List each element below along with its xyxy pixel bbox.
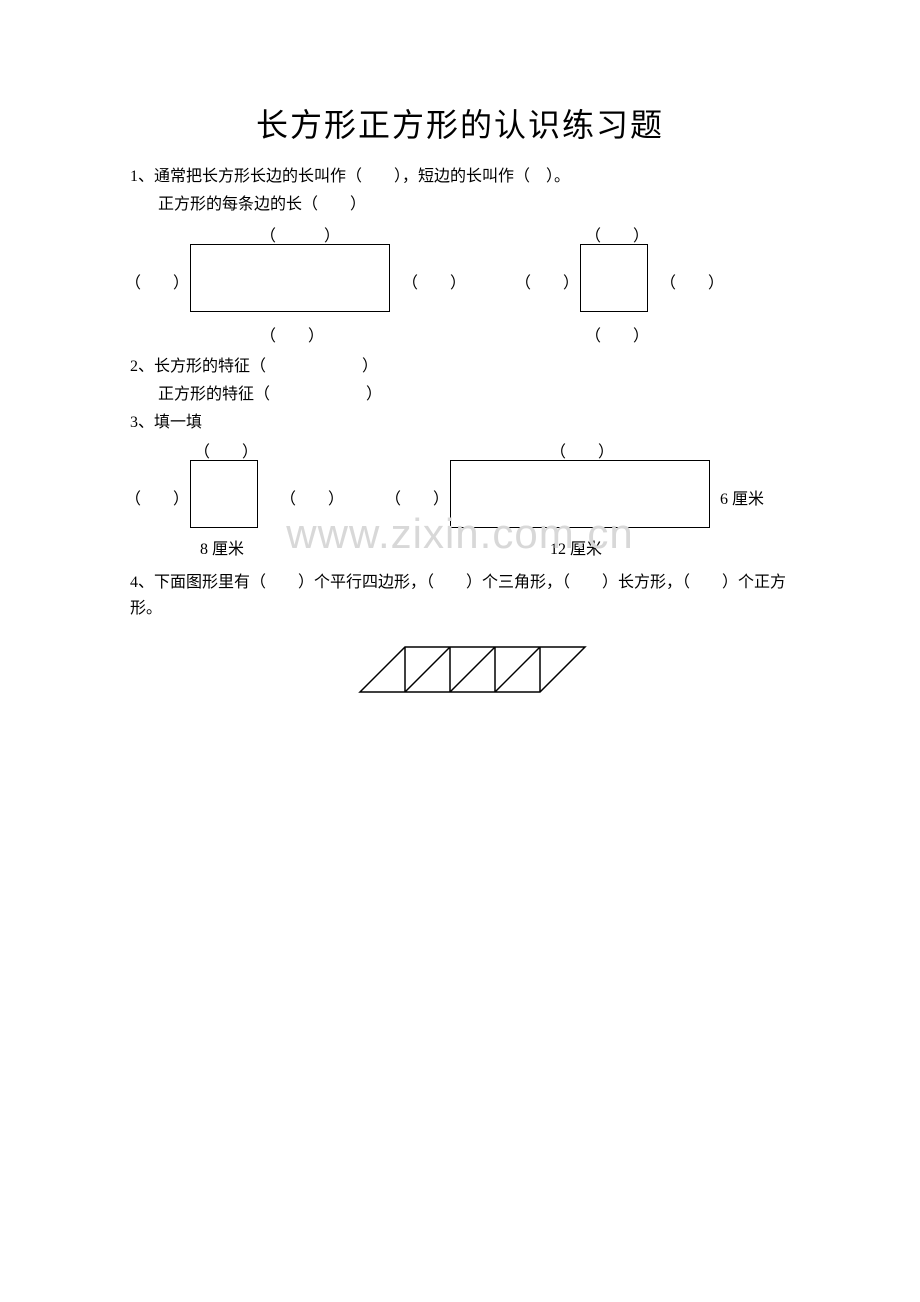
q1-text-a: 通常把长方形长边的长叫作（ ），短边的长叫作（ ）。 [154,168,570,185]
q1-line-b: 正方形的每条边的长（ ） [130,192,790,218]
q1-shapes: （ ） （ ） （ ） （ ） （ ） （ ） （ ） （ ） [130,224,790,354]
q3-number: 3、 [130,414,154,431]
q3-square-left-label: （ ） [125,485,189,509]
q1-rectangle [190,244,390,312]
q2-line-a: 2、长方形的特征（ ） [130,354,790,380]
q2-number: 2、 [130,358,154,375]
q3-rect-left-label: （ ） [385,485,449,509]
q1-square-right-label: （ ） [660,269,724,293]
q1-line-a: 1、通常把长方形长边的长叫作（ ），短边的长叫作（ ）。 [130,164,790,190]
q1-square-bottom-label: （ ） [585,322,649,346]
q3-square-right-label: （ ） [280,485,344,509]
q3-rect-top-label: （ ） [550,438,614,462]
q1-rect-left-label: （ ） [125,269,189,293]
q1-rect-right-label: （ ） [402,269,466,293]
q3-square-bottom-label: 8 厘米 [200,535,244,559]
q4-number: 4、 [130,574,154,591]
q3-rect-right-label: 6 厘米 [720,485,764,509]
q2-line-b: 正方形的特征（ ） [130,382,790,408]
q4-figure [130,632,790,707]
q4-line: 4、下面图形里有（ ）个平行四边形，（ ）个三角形，（ ）长方形，（ ）个正方形… [130,570,790,622]
q3-line: 3、填一填 [130,410,790,436]
q3-square-top-label: （ ） [194,438,258,462]
q3-rectangle [450,460,710,528]
parallelogram-diagram [310,632,610,702]
page-title: 长方形正方形的认识练习题 [130,100,790,146]
q1-square [580,244,648,312]
q3-shapes: （ ） （ ） （ ） 8 厘米 （ ） （ ） 6 厘米 12 厘米 [130,440,790,570]
q2-text-a: 长方形的特征（ ） [154,358,378,375]
q1-square-left-label: （ ） [515,269,579,293]
q1-rect-top-label: （ ） [260,222,340,246]
q3-rect-bottom-label: 12 厘米 [550,535,602,559]
q4-text: 下面图形里有（ ）个平行四边形，（ ）个三角形，（ ）长方形，（ ）个正方形。 [130,574,786,617]
q1-rect-bottom-label: （ ） [260,322,324,346]
q1-square-top-label: （ ） [585,222,649,246]
q1-number: 1、 [130,168,154,185]
q3-square [190,460,258,528]
q3-text: 填一填 [154,414,202,431]
